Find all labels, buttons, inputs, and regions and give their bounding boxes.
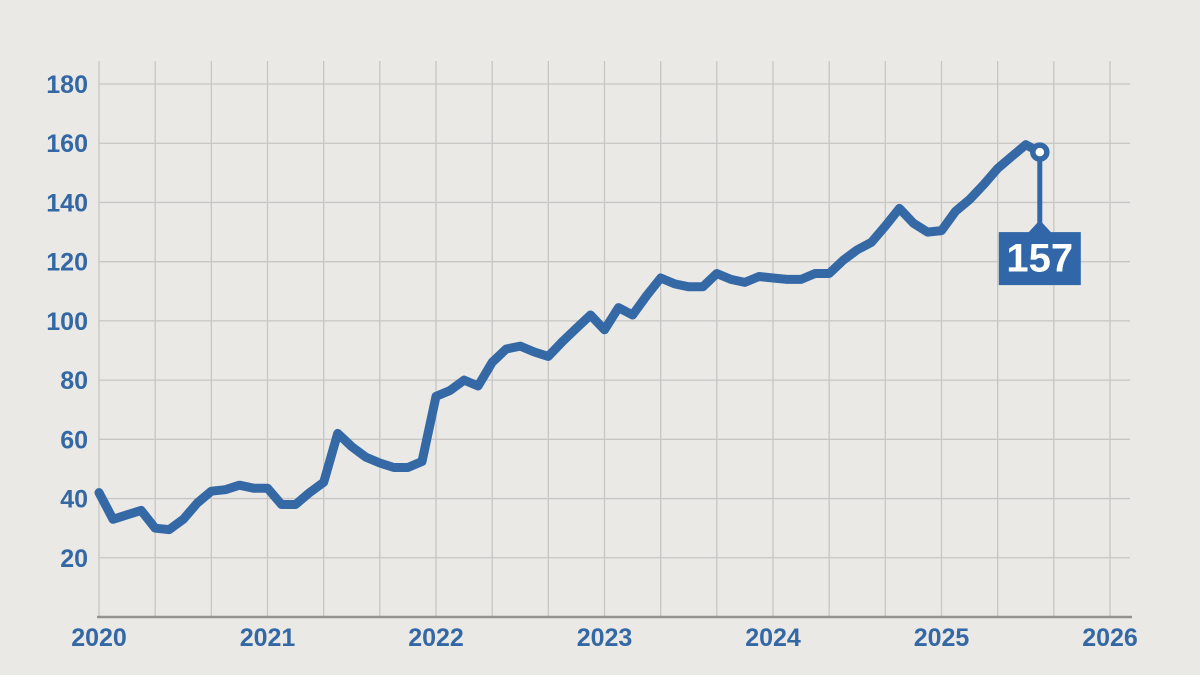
y-axis-label: 120 (46, 249, 88, 277)
x-axis-label: 2022 (408, 624, 464, 652)
y-axis-labels: 20 40 60 80 100 120 140 160 180 (46, 71, 88, 573)
y-axis-label: 160 (46, 130, 88, 158)
y-axis-label: 180 (46, 71, 88, 99)
x-axis-label: 2025 (914, 624, 970, 652)
y-axis-label: 80 (60, 367, 88, 395)
x-axis-labels: 2020 2021 2022 2023 2024 2025 2026 (71, 624, 1138, 652)
y-axis-label: 140 (46, 189, 88, 217)
callout-notch (1027, 220, 1052, 234)
x-axis-label: 2023 (577, 624, 633, 652)
y-axis-label: 100 (46, 308, 88, 336)
data-line (94, 140, 1045, 535)
x-axis-label: 2020 (71, 624, 127, 652)
y-axis-label: 60 (60, 426, 88, 454)
value-callout: 157 (998, 142, 1081, 286)
y-axis-label: 20 (60, 545, 88, 573)
gridlines (98, 61, 1130, 617)
y-axis-label: 40 (60, 486, 88, 514)
x-axis-label: 2024 (745, 624, 801, 652)
callout-value-label: 157 (1006, 237, 1073, 281)
callout-box (998, 232, 1081, 286)
x-axis-label: 2021 (240, 624, 296, 652)
end-point-marker (1030, 142, 1050, 162)
x-axis-label: 2026 (1082, 624, 1138, 652)
